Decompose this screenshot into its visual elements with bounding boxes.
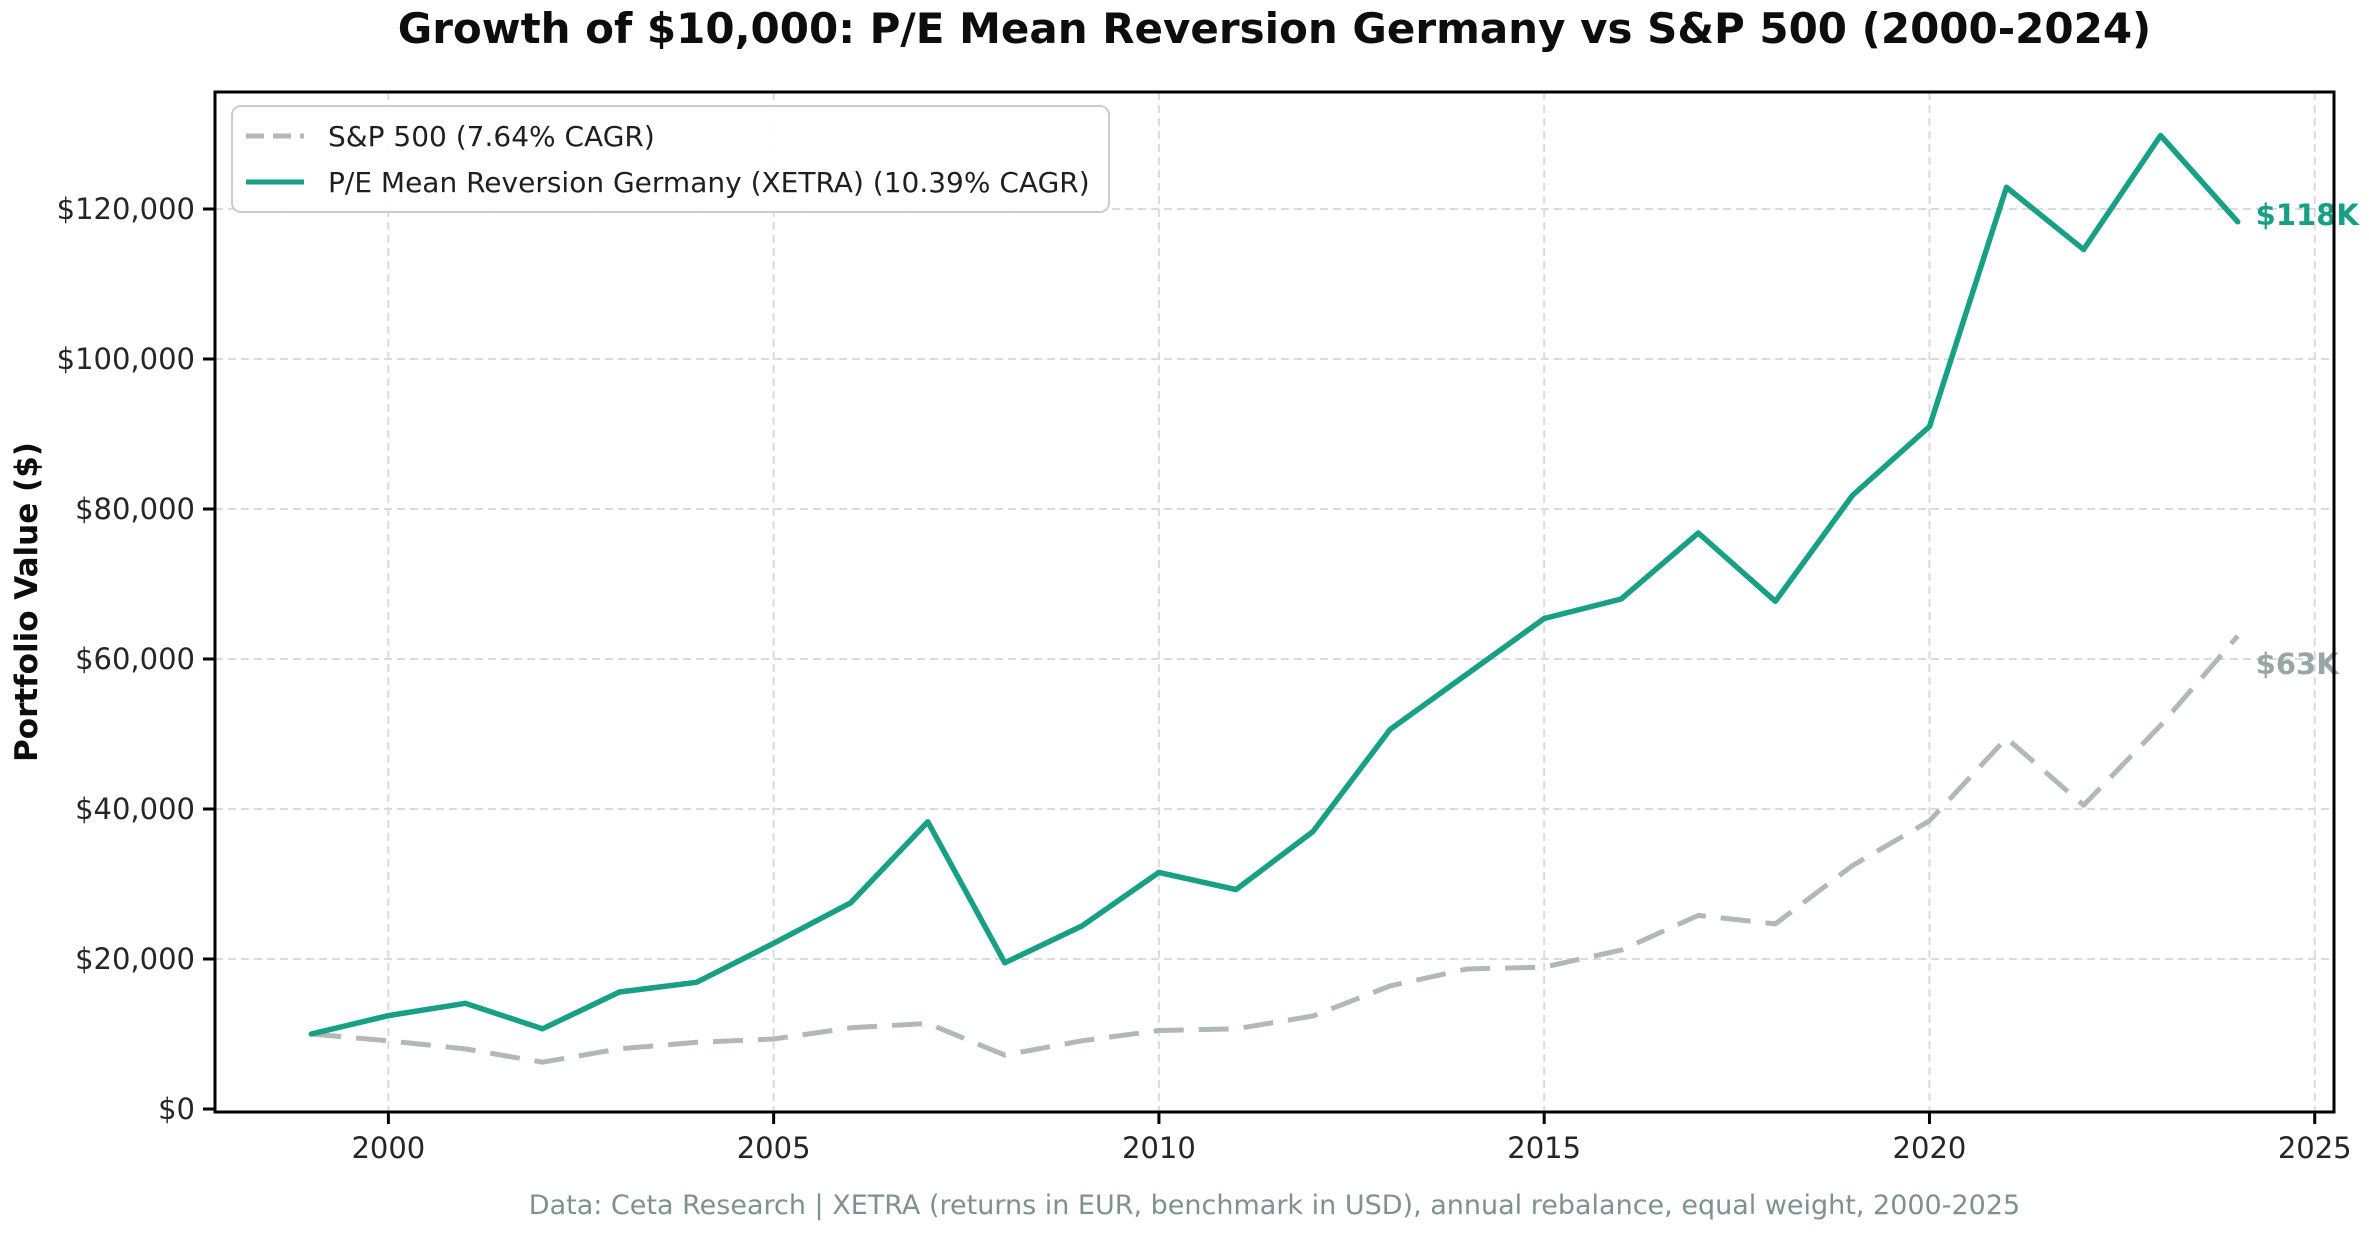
y-tick-label: $20,000: [75, 942, 195, 976]
y-tick-label: $40,000: [75, 792, 195, 826]
x-tick-label: 2025: [2278, 1131, 2352, 1165]
x-tick-label: 2010: [1122, 1131, 1196, 1165]
x-tick-label: 2015: [1507, 1131, 1581, 1165]
y-tick-label: $100,000: [57, 342, 195, 376]
chart-title: Growth of $10,000: P/E Mean Reversion Ge…: [397, 4, 2152, 53]
legend: S&P 500 (7.64% CAGR) P/E Mean Reversion …: [231, 105, 1110, 213]
end-value-label: $118K: [2256, 198, 2361, 232]
y-tick-label: $60,000: [75, 642, 195, 676]
axes-frame: [213, 90, 2336, 1114]
x-tick-label: 2005: [737, 1131, 811, 1165]
data-source-note: Data: Ceta Research | XETRA (returns in …: [528, 1190, 2021, 1221]
solid-line-sample-icon: [246, 179, 304, 185]
dashed-line-sample-icon: [246, 133, 304, 139]
legend-item-sp500: S&P 500 (7.64% CAGR): [242, 117, 1090, 155]
legend-item-strategy: P/E Mean Reversion Germany (XETRA) (10.3…: [242, 163, 1090, 201]
end-value-label: $63K: [2256, 647, 2341, 681]
legend-label-strategy: P/E Mean Reversion Germany (XETRA) (10.3…: [328, 165, 1090, 199]
series-line-strategy: [308, 132, 2241, 1037]
legend-label-sp500: S&P 500 (7.64% CAGR): [328, 119, 655, 153]
y-tick-label: $80,000: [75, 492, 195, 526]
series-line-sp500: [311, 634, 2240, 1065]
y-tick-label: $120,000: [57, 192, 195, 226]
y-tick-label: $0: [158, 1092, 195, 1126]
x-tick-label: 2020: [1893, 1131, 1967, 1165]
x-tick-label: 2000: [351, 1131, 425, 1165]
